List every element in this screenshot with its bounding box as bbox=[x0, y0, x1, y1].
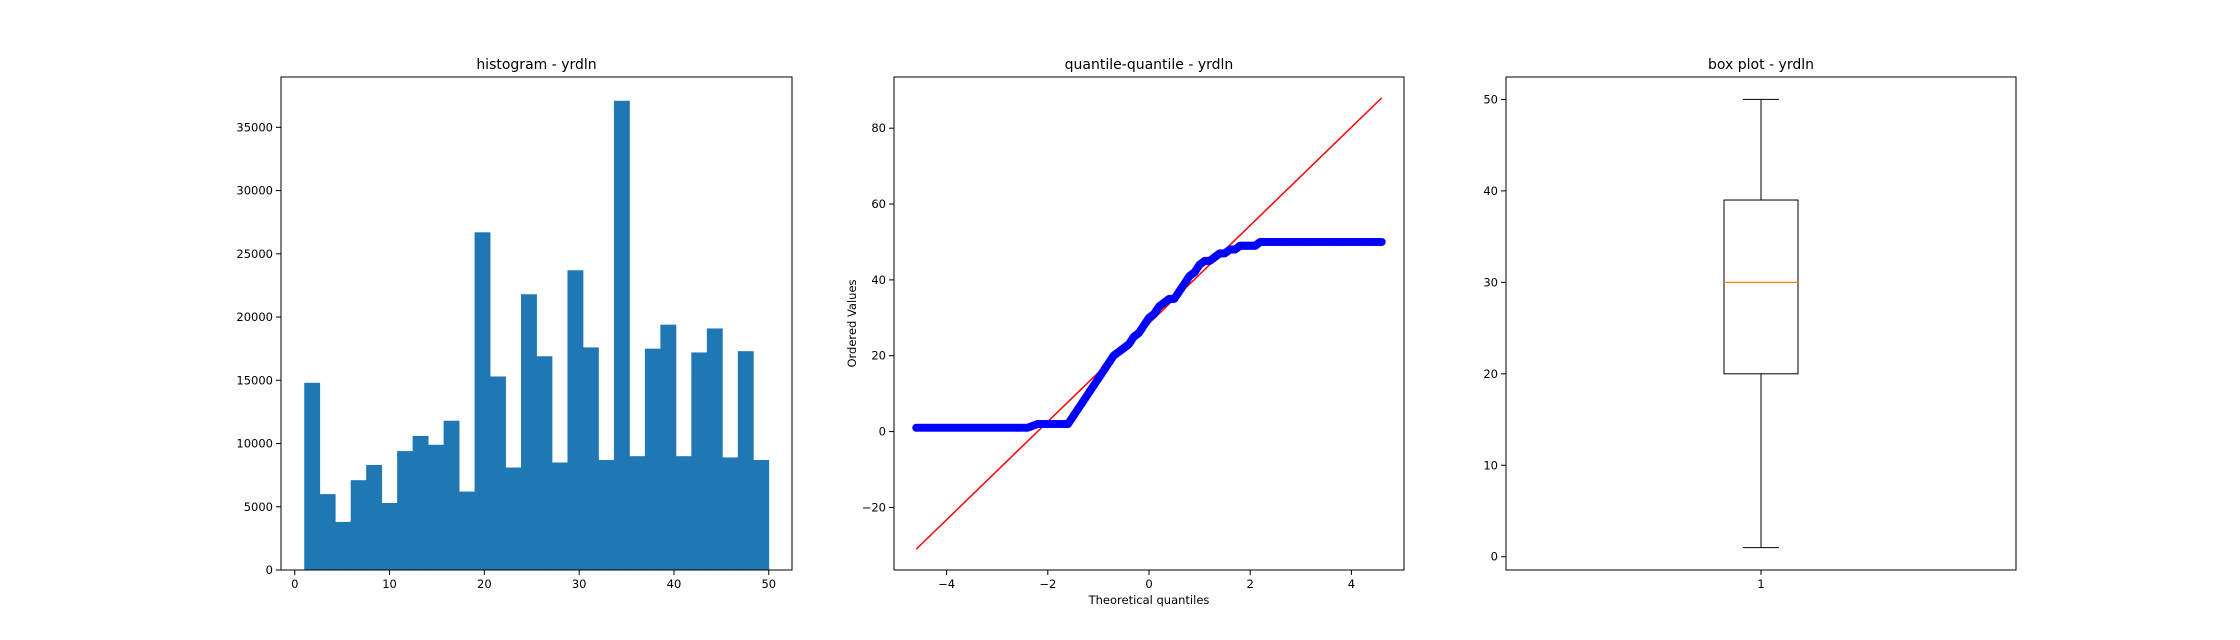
histogram-bar bbox=[366, 465, 383, 570]
x-axis-label: Theoretical quantiles bbox=[1088, 593, 1210, 607]
histogram-bar bbox=[319, 494, 336, 570]
box bbox=[1723, 199, 1799, 375]
histogram-bar bbox=[521, 294, 537, 570]
y-tick-label: 10000 bbox=[236, 437, 273, 451]
y-tick-label: 40 bbox=[871, 273, 886, 287]
histogram-bar bbox=[737, 351, 754, 570]
histogram-bar bbox=[474, 232, 491, 570]
y-tick-label: 80 bbox=[871, 121, 886, 135]
x-tick-label: −4 bbox=[938, 577, 955, 591]
y-tick-label: 15000 bbox=[236, 373, 273, 387]
histogram-bar bbox=[660, 324, 677, 570]
y-tick-label: 60 bbox=[871, 197, 886, 211]
histogram-bar bbox=[335, 521, 352, 570]
histogram-bar bbox=[536, 356, 553, 570]
histogram-bar bbox=[304, 382, 321, 570]
x-tick-label: 0 bbox=[291, 577, 298, 591]
y-tick-label: 0 bbox=[879, 425, 886, 439]
y-tick-label: 40 bbox=[1483, 184, 1498, 198]
x-tick-label: 1 bbox=[1757, 577, 1764, 591]
histogram-bar bbox=[629, 456, 646, 570]
histogram-bar bbox=[675, 456, 692, 570]
histogram-bar bbox=[443, 420, 460, 570]
chart-title: box plot - yrdln bbox=[1708, 57, 1814, 73]
histogram-bar bbox=[753, 459, 770, 570]
x-tick-label: −2 bbox=[1039, 577, 1056, 591]
histogram-bar bbox=[428, 444, 444, 570]
histogram-bar bbox=[551, 462, 568, 570]
histogram-bar bbox=[381, 502, 398, 570]
histogram-bar bbox=[613, 100, 630, 571]
chart-title: histogram - yrdln bbox=[476, 57, 596, 73]
histogram-bar bbox=[706, 328, 723, 570]
y-axis-label: Ordered Values bbox=[845, 279, 859, 367]
histogram-panel: 0 10 20 30 40 50 0 5000 10000 15000 20000 25000 3000… bbox=[236, 57, 793, 591]
x-tick-label: 30 bbox=[572, 577, 587, 591]
y-tick-label: 30000 bbox=[236, 184, 273, 198]
y-tick-label: 0 bbox=[266, 563, 273, 577]
y-tick-label: 30 bbox=[1483, 275, 1498, 289]
histogram-bar bbox=[582, 347, 599, 570]
x-tick-label: 20 bbox=[477, 577, 492, 591]
axes-frame bbox=[280, 76, 793, 571]
y-tick-label: 5000 bbox=[244, 500, 273, 514]
histogram-bar bbox=[505, 467, 522, 570]
histogram-bar bbox=[397, 451, 414, 570]
x-tick-label: 0 bbox=[1145, 577, 1152, 591]
x-tick-label: 4 bbox=[1348, 577, 1355, 591]
y-tick-label: 10 bbox=[1483, 458, 1498, 472]
histogram-bar bbox=[644, 348, 661, 570]
x-tick-label: 10 bbox=[382, 577, 397, 591]
y-tick-label: 0 bbox=[1491, 550, 1498, 564]
histogram-bar bbox=[350, 480, 367, 570]
histogram-bar bbox=[722, 457, 739, 570]
y-tick-label: 20 bbox=[1483, 367, 1498, 381]
histogram-bar bbox=[567, 270, 584, 570]
histogram-bar bbox=[490, 376, 506, 570]
histogram-bar bbox=[598, 459, 615, 570]
x-tick-label: 2 bbox=[1247, 577, 1254, 591]
chart-title: quantile-quantile - yrdln bbox=[1065, 57, 1234, 73]
y-tick-label: 35000 bbox=[236, 120, 273, 134]
histogram-bar bbox=[459, 491, 475, 570]
x-tick-label: 40 bbox=[667, 577, 682, 591]
y-tick-label: 50 bbox=[1483, 92, 1498, 106]
y-tick-label: 25000 bbox=[236, 247, 273, 261]
y-tick-label: −20 bbox=[862, 500, 886, 514]
y-tick-label: 20000 bbox=[236, 310, 273, 324]
data-point bbox=[1377, 237, 1386, 246]
x-tick-label: 50 bbox=[761, 577, 776, 591]
histogram-bar bbox=[691, 352, 708, 570]
histogram-bar bbox=[412, 435, 429, 570]
y-tick-label: 20 bbox=[871, 349, 886, 363]
